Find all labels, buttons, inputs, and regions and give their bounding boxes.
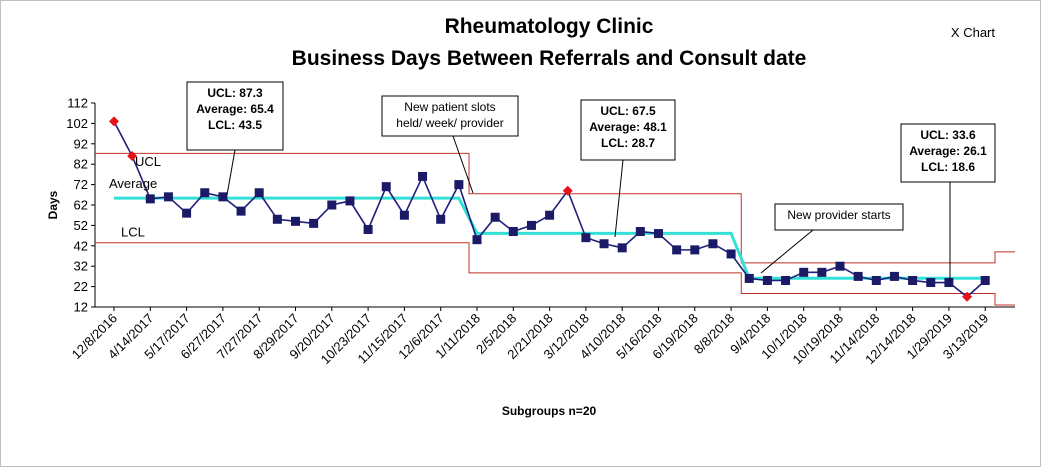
lcl-label: LCL [121, 225, 145, 240]
phase2-stats-callout-text: UCL: 67.5 [600, 104, 656, 118]
data-point [762, 275, 772, 285]
data-point [454, 180, 464, 190]
phase1-stats-callout-text: LCL: 43.5 [208, 118, 262, 132]
data-point [744, 273, 754, 283]
data-point [672, 245, 682, 255]
ucl-tail [975, 251, 1015, 264]
out-of-control-point [562, 185, 573, 196]
data-point [472, 235, 482, 245]
data-point [236, 206, 246, 216]
data-point [889, 271, 899, 281]
lcl-tail [975, 293, 1015, 306]
data-point [254, 188, 264, 198]
data-point [617, 243, 627, 253]
y-tick-label: 32 [74, 259, 88, 274]
data-point [835, 261, 845, 271]
data-point [436, 214, 446, 224]
phase2-stats-callout-text: LCL: 28.7 [601, 136, 655, 150]
lcl-line [95, 242, 975, 295]
ucl-line [95, 152, 975, 264]
y-tick-label: 102 [66, 116, 88, 131]
new-provider-callout-box [774, 203, 904, 231]
data-point [635, 227, 645, 237]
data-point [218, 192, 228, 202]
data-point [327, 200, 337, 210]
y-tick-label: 72 [74, 177, 88, 192]
data-point [163, 192, 173, 202]
data-point [944, 278, 954, 288]
data-point [145, 194, 155, 204]
data-point [581, 233, 591, 243]
data-point [309, 218, 319, 228]
phase1-stats-callout-box [186, 81, 284, 151]
data-point [381, 182, 391, 192]
data-point [599, 239, 609, 249]
data-point [363, 224, 373, 234]
data-point [272, 214, 282, 224]
x-axis-title: Subgroups n=20 [502, 404, 597, 418]
new-patient-slots-callout-text: New patient slots [404, 100, 495, 114]
phase3-stats-callout-text: UCL: 33.6 [920, 128, 976, 142]
ucl-label: UCL [135, 154, 161, 169]
data-point [871, 275, 881, 285]
data-point [853, 271, 863, 281]
new-patient-slots-callout-text: held/ week/ provider [396, 116, 503, 130]
new-provider-callout-leader [760, 229, 814, 274]
out-of-control-point [109, 116, 119, 127]
y-axis-title: Days [46, 190, 60, 219]
chart-title-line1: Rheumatology Clinic [445, 15, 654, 38]
y-tick-label: 62 [74, 198, 88, 213]
phase3-stats-callout-text: Average: 26.1 [909, 144, 987, 158]
average-label: Average [109, 176, 157, 191]
data-point [690, 245, 700, 255]
y-tick-label: 52 [74, 218, 88, 233]
out-of-control-point [127, 151, 138, 162]
chart-title-line2: Business Days Between Referrals and Cons… [292, 47, 807, 70]
y-tick-label: 22 [74, 279, 88, 294]
data-point [726, 249, 736, 259]
data-point [508, 227, 518, 237]
new-patient-slots-callout-box [381, 95, 519, 137]
data-point [490, 212, 500, 222]
phase3-stats-callout-box [900, 123, 996, 183]
y-tick-label: 112 [67, 96, 88, 111]
new-patient-slots-callout-leader [452, 135, 474, 194]
y-tick-label: 42 [74, 238, 88, 253]
phase2-stats-callout-leader [614, 159, 624, 238]
chart-name-label: X Chart [951, 25, 995, 40]
phase1-stats-callout-text: UCL: 87.3 [207, 86, 263, 100]
data-point [418, 171, 428, 181]
phase1-stats-callout-text: Average: 65.4 [196, 102, 274, 116]
data-point [817, 267, 827, 277]
y-tick-label: 12 [74, 300, 88, 315]
data-point [980, 275, 990, 285]
data-point [708, 239, 718, 249]
data-point [291, 216, 300, 226]
data-point [781, 275, 791, 285]
out-of-control-point [962, 291, 973, 302]
data-point [182, 208, 192, 218]
data-point [799, 267, 809, 277]
new-provider-callout-text: New provider starts [787, 208, 890, 222]
phase1-stats-callout-leader [226, 149, 236, 196]
phase2-stats-callout-text: Average: 48.1 [589, 120, 667, 134]
y-tick-label: 82 [74, 157, 88, 172]
data-point [654, 229, 663, 239]
data-point [545, 210, 555, 220]
data-point [200, 188, 210, 198]
data-point [399, 210, 409, 220]
y-tick-label: 92 [74, 136, 88, 151]
phase2-stats-callout-box [580, 99, 676, 161]
data-point [908, 275, 918, 285]
phase3-stats-callout-text: LCL: 18.6 [921, 160, 975, 174]
data-point [526, 220, 536, 230]
data-point [345, 196, 355, 206]
data-point [926, 278, 936, 288]
